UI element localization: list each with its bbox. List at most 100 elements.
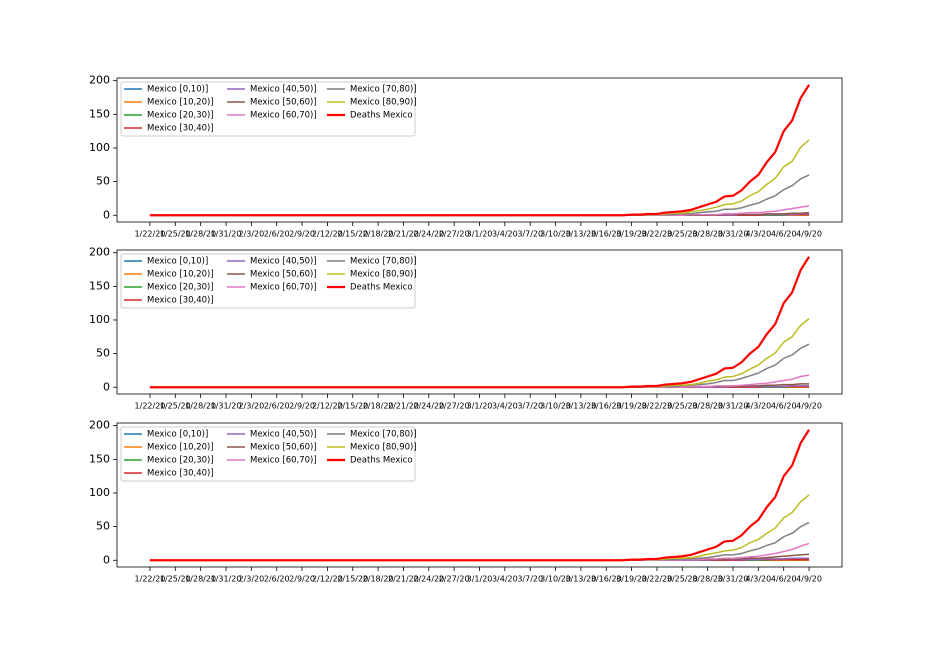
- series-line: [149, 429, 810, 562]
- x-tick-label: 3/28/20: [692, 575, 723, 584]
- x-tick-label: 2/21/20: [388, 575, 419, 584]
- x-tick-label: 3/7/20: [517, 575, 543, 584]
- legend-label: Mexico [0,10)]: [147, 430, 208, 440]
- x-tick-label: 3/1/20: [467, 575, 493, 584]
- axes-frame: [116, 77, 843, 223]
- x-tick-label: 3/25/20: [667, 230, 698, 239]
- x-tick-label: 3/25/20: [667, 402, 698, 411]
- legend-label: Mexico [80,90)]: [350, 443, 417, 453]
- x-tick-label: 1/25/20: [160, 230, 191, 239]
- x-tick-label: 2/3/20: [238, 575, 264, 584]
- x-tick-label: 3/4/20: [492, 230, 518, 239]
- x-tick-label: 4/3/20: [745, 402, 771, 411]
- x-tick-label: 2/24/20: [413, 402, 444, 411]
- x-tick-label: 3/13/20: [565, 230, 596, 239]
- x-tick-label: 3/1/20: [467, 230, 493, 239]
- subplot: 0 50 100 150 200 1/22/201/25/201/28/201/31/20…: [89, 419, 843, 584]
- y-tick-label: 50: [96, 175, 110, 188]
- y-tick-label: 150: [89, 452, 110, 465]
- x-tick-label: 3/22/20: [642, 402, 673, 411]
- legend-label: Mexico [20,30)]: [147, 283, 214, 293]
- x-tick-label: 3/1/20: [467, 402, 493, 411]
- y-tick-label: 150: [89, 279, 110, 292]
- x-tick-label: 3/19/20: [616, 230, 647, 239]
- x-tick-label: 2/12/20: [312, 230, 343, 239]
- x-tick-label: 4/6/20: [771, 575, 797, 584]
- x-tick-label: 3/19/20: [616, 575, 647, 584]
- x-tick-label: 4/6/20: [771, 230, 797, 239]
- x-tick-label: 2/12/20: [312, 575, 343, 584]
- y-tick-label: 100: [89, 486, 110, 499]
- x-tick-label: 3/7/20: [517, 402, 543, 411]
- x-tick-label: 3/31/20: [718, 230, 749, 239]
- legend-label: Mexico [80,90)]: [350, 270, 417, 280]
- legend-label: Mexico [10,20)]: [147, 443, 214, 453]
- y-tick-label: 200: [89, 419, 110, 432]
- x-tick-label: 3/10/20: [540, 575, 571, 584]
- x-tick-label: 3/13/20: [565, 402, 596, 411]
- x-tick-label: 3/28/20: [692, 402, 723, 411]
- y-tick-label: 50: [96, 520, 110, 533]
- legend-label: Mexico [0,10)]: [147, 257, 208, 267]
- x-tick-label: 1/28/20: [185, 575, 216, 584]
- x-tick-label: 4/6/20: [771, 402, 797, 411]
- legend-label: Mexico [0,10)]: [147, 85, 208, 95]
- legend-label: Mexico [40,50)]: [250, 257, 317, 267]
- x-tick-label: 1/28/20: [185, 230, 216, 239]
- legend-label: Mexico [50,60)]: [250, 270, 317, 280]
- legend-label: Mexico [20,30)]: [147, 111, 214, 121]
- x-tick-label: 4/9/20: [796, 402, 822, 411]
- x-tick-label: 3/22/20: [642, 575, 673, 584]
- x-tick-label: 1/22/20: [135, 230, 166, 239]
- x-tick-label: 2/24/20: [413, 230, 444, 239]
- y-tick-label: 150: [89, 107, 110, 120]
- legend-label: Deaths Mexico: [350, 111, 413, 121]
- legend-label: Mexico [40,50)]: [250, 430, 317, 440]
- legend-label: Mexico [60,70)]: [250, 111, 317, 121]
- subplot: 0 50 100 150 200 1/22/201/25/201/28/201/31/20…: [89, 246, 843, 411]
- x-tick-label: 1/31/20: [211, 575, 242, 584]
- legend-box: [120, 426, 416, 482]
- x-tick-label: 2/9/20: [289, 575, 315, 584]
- x-tick-label: 2/21/20: [388, 402, 419, 411]
- x-tick-label: 1/31/20: [211, 230, 242, 239]
- x-tick-label: 3/16/20: [591, 230, 622, 239]
- x-tick-label: 2/21/20: [388, 230, 419, 239]
- series-line: [149, 205, 810, 217]
- legend-label: Mexico [30,40)]: [147, 124, 214, 134]
- legend-label: Mexico [60,70)]: [250, 283, 317, 293]
- x-tick-label: 3/13/20: [565, 575, 596, 584]
- x-tick-label: 2/3/20: [238, 402, 264, 411]
- x-tick-label: 3/10/20: [540, 402, 571, 411]
- x-tick-label: 2/15/20: [337, 402, 368, 411]
- legend-label: Mexico [20,30)]: [147, 456, 214, 466]
- x-tick-label: 2/27/20: [439, 402, 470, 411]
- x-tick-label: 3/19/20: [616, 402, 647, 411]
- series-line: [149, 84, 810, 217]
- legend-label: Mexico [30,40)]: [147, 296, 214, 306]
- x-tick-label: 4/3/20: [745, 230, 771, 239]
- legend-label: Mexico [50,60)]: [250, 98, 317, 108]
- x-tick-label: 1/28/20: [185, 402, 216, 411]
- x-tick-label: 3/7/20: [517, 230, 543, 239]
- x-tick-label: 1/25/20: [160, 575, 191, 584]
- series-line: [149, 494, 810, 562]
- series-line: [149, 521, 810, 562]
- y-tick-label: 0: [103, 380, 110, 393]
- legend-label: Mexico [10,20)]: [147, 270, 214, 280]
- legend-box: [120, 81, 416, 137]
- x-tick-label: 2/18/20: [363, 402, 394, 411]
- x-tick-label: 3/22/20: [642, 230, 673, 239]
- x-tick-label: 3/4/20: [492, 575, 518, 584]
- legend-label: Mexico [70,80)]: [350, 257, 417, 267]
- x-tick-label: 3/16/20: [591, 402, 622, 411]
- series-line: [149, 318, 810, 389]
- x-tick-label: 4/9/20: [796, 230, 822, 239]
- legend-label: Mexico [70,80)]: [350, 85, 417, 95]
- x-tick-label: 1/22/20: [135, 402, 166, 411]
- x-tick-label: 2/9/20: [289, 402, 315, 411]
- legend-label: Mexico [40,50)]: [250, 85, 317, 95]
- x-tick-label: 2/24/20: [413, 575, 444, 584]
- legend-label: Mexico [50,60)]: [250, 443, 317, 453]
